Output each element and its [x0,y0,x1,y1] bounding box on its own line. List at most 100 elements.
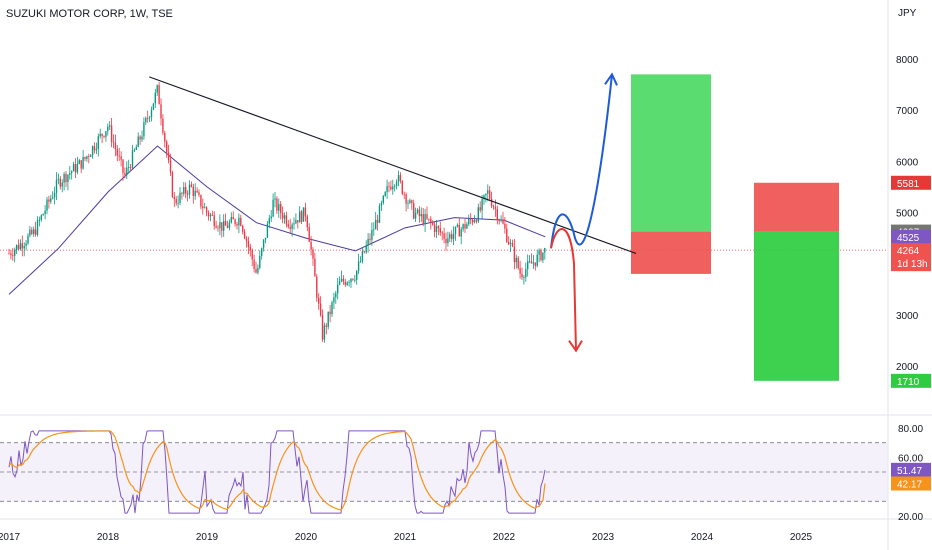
candle-body [416,209,419,213]
candle-body [48,199,50,202]
candle-body [291,224,293,229]
candle-body [154,92,156,104]
candle-body [498,219,500,221]
candle-body [179,192,181,203]
candle-body [430,218,432,223]
candle-body [245,238,248,241]
candle-body [361,251,364,262]
candle-body [327,311,329,327]
candle-body [407,203,409,204]
candle-body [61,182,63,187]
time-tick-label: 2017 [0,532,21,543]
candle-body [14,249,16,256]
candle-body [192,186,194,197]
candle-body [19,243,22,250]
candle-body [213,215,215,226]
candle-body [57,178,60,180]
candle-body [209,214,212,217]
candle-body [259,255,261,268]
candle-body [71,171,73,174]
candle-body [359,261,362,263]
candle-body [120,156,122,160]
candle-body [202,206,204,209]
candle-body [236,224,238,226]
up-arrow-head-icon [604,72,618,86]
candle-body [289,226,291,229]
candle-body [240,217,242,226]
candle-body [232,217,234,220]
candle-body [183,187,185,194]
candle-body [91,146,94,156]
bearish-projection-path [550,228,577,351]
time-tick-label: 2025 [790,532,813,543]
candle-body [160,104,162,119]
candle-body [124,172,126,175]
candle-body [150,109,153,118]
candle-body [477,207,479,222]
candle-body [34,229,37,235]
countdown-text: 1d 13h [897,259,928,270]
candle-body [196,190,198,193]
candle-body [33,229,35,234]
candle-body [283,215,286,219]
candle-body [483,195,485,199]
candle-body [147,117,149,119]
candle-body [8,253,10,255]
bullish-projection-path [550,74,613,249]
short-profit-zone [754,231,839,381]
price-tag-text: 5581 [897,179,920,190]
candle-body [131,150,134,168]
candle-body [350,278,352,283]
time-tick-label: 2024 [691,532,714,543]
candle-body [382,195,384,203]
candle-body [164,132,166,142]
short-loss-zone [754,182,839,232]
candle-body [230,217,232,223]
candle-body [371,229,373,240]
candle-body [31,229,33,234]
candle-body [447,238,449,244]
candle-body [55,179,58,193]
candle-body [414,212,417,219]
time-tick-label: 2018 [97,532,120,543]
candle-body [36,220,39,235]
candle-body [338,281,341,285]
candle-body [169,160,172,173]
candle-body [137,136,139,148]
price-tick-label: 2000 [896,362,919,373]
long-loss-zone [631,231,711,274]
candle-body [46,199,48,211]
candle-body [110,125,113,142]
candle-body [530,261,533,264]
candle-body [411,200,413,204]
candle-body [270,216,272,219]
candle-body [323,325,326,340]
candle-body [251,250,253,260]
candle-body [128,167,130,168]
candle-body [390,186,392,190]
candle-body [109,125,111,127]
price-tag [891,243,931,272]
candle-body [171,172,174,197]
candle-body [249,246,251,251]
candle-body [29,229,31,236]
candle-body [380,202,383,206]
candle-body [513,246,516,263]
candle-body [422,213,424,225]
candle-body [424,214,426,225]
candle-body [458,224,460,237]
candle-body [319,303,322,315]
candle-body [114,142,117,150]
rsi-tick-label: 20.00 [898,512,923,523]
price-tick-label: 5000 [896,209,919,220]
candle-body [156,85,158,93]
candle-body [219,222,221,229]
candle-body [162,118,164,133]
candle-body [515,257,517,263]
candle-body [365,245,367,253]
candle-body [221,222,223,231]
rsi-tag-text: 42.17 [897,479,922,490]
candle-body [481,198,483,211]
candle-body [90,155,92,157]
